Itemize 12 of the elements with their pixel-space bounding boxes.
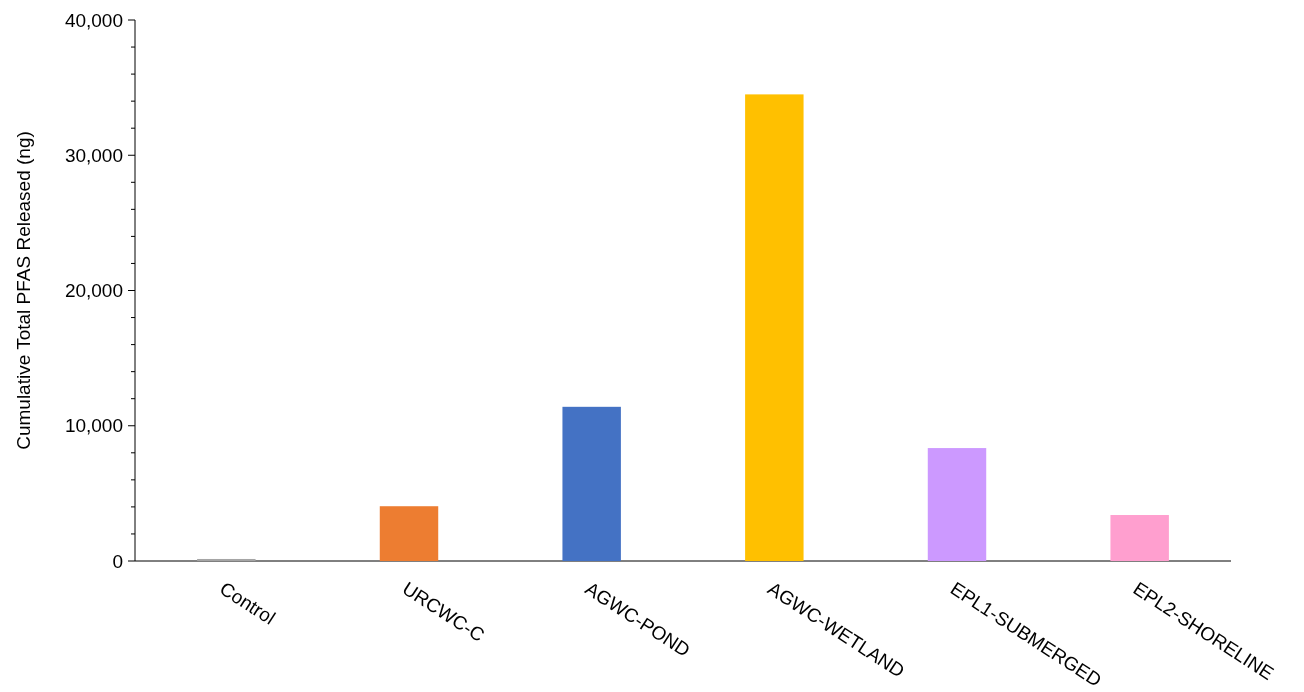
y-axis-title: Cumulative Total PFAS Released (ng) bbox=[13, 131, 34, 450]
y-tick-label: 20,000 bbox=[64, 280, 123, 302]
bar bbox=[1110, 515, 1169, 561]
y-tick-label: 40,000 bbox=[64, 9, 123, 31]
bar bbox=[927, 448, 987, 561]
y-tick-label: 30,000 bbox=[64, 144, 123, 166]
y-tick-label: 0 bbox=[112, 550, 123, 572]
bar bbox=[379, 506, 439, 561]
bar bbox=[745, 94, 804, 561]
y-tick-label: 10,000 bbox=[64, 415, 123, 437]
bar bbox=[197, 558, 256, 561]
bar bbox=[562, 406, 621, 561]
